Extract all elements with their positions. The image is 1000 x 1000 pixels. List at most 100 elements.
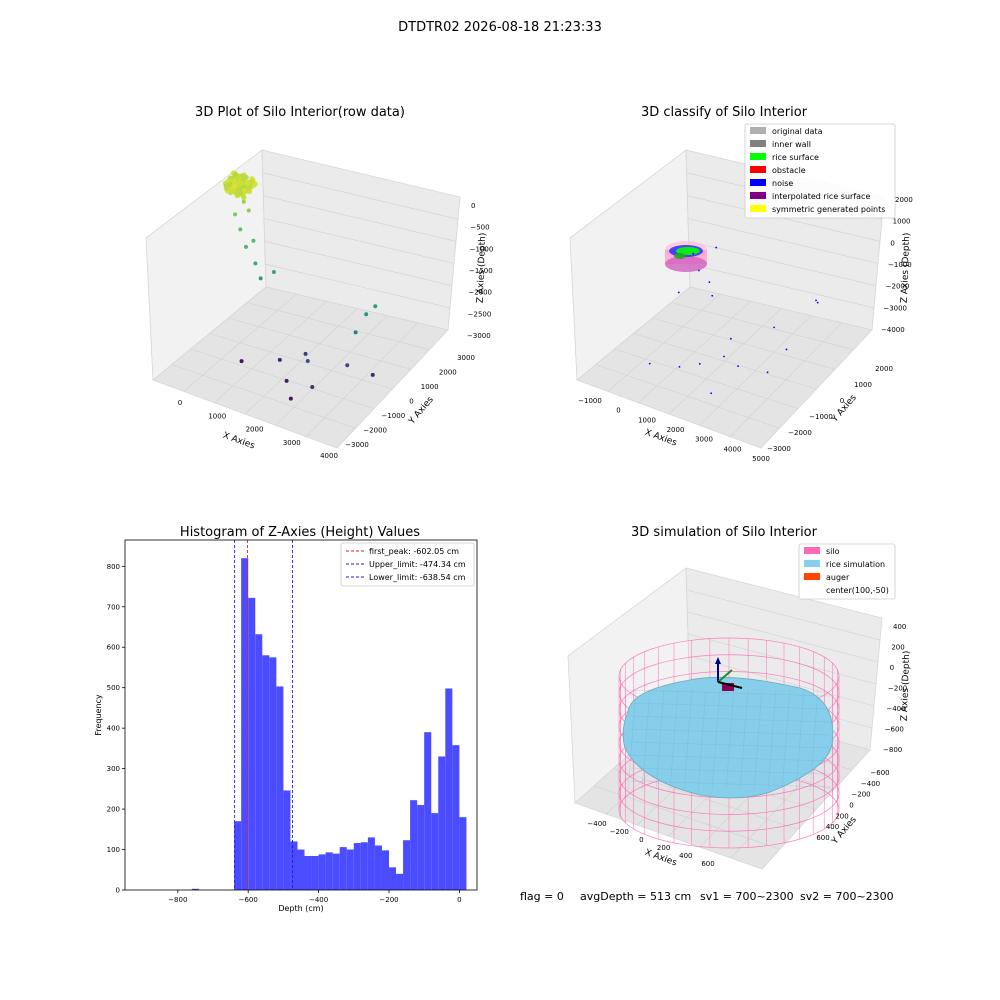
simulation-3d-y-tick-label: −200 [851, 791, 870, 799]
histogram-y-tick-label: 200 [107, 806, 120, 814]
classify-legend-swatch [750, 140, 766, 147]
histogram-bar [438, 756, 446, 890]
rice-mesh-line [725, 689, 735, 791]
classify-3d-x-tick-label: 2000 [667, 426, 685, 434]
raw-3d-point [373, 304, 378, 309]
rice-surface-mesh [627, 689, 831, 791]
simulation-3d-x-tick-label: 400 [679, 852, 692, 860]
raw-3d-point [253, 261, 258, 266]
histogram-legend-label: Lower_limit: -638.54 cm [369, 573, 466, 582]
status-avg-depth: avgDepth = 513 cm [580, 890, 691, 903]
classify-3d-panel: 3D classify of Silo Interior −1000010002… [569, 105, 913, 463]
classify-noise-point [729, 337, 732, 340]
classify-legend-swatch [750, 179, 766, 186]
histogram-legend-label: first_peak: -602.05 cm [369, 547, 459, 556]
simulation-3d-y-tick-label: 200 [835, 812, 848, 820]
classify-3d-noise-points [648, 246, 819, 395]
classify-legend-label: rice surface [772, 153, 819, 162]
center-axis-z-arrow [715, 657, 721, 664]
raw-3d-point [277, 357, 282, 362]
raw-3d-y-tick-label: 3000 [457, 354, 475, 362]
raw-3d-point [251, 238, 256, 243]
histogram-xlabel: Depth (cm) [278, 904, 323, 913]
raw-3d-z-tick-label: −2000 [468, 289, 492, 297]
simulation-3d-x-tick-label: −200 [610, 828, 629, 836]
raw-3d-point [345, 363, 350, 368]
raw-3d-point [370, 372, 375, 377]
raw-3d-cluster-point [233, 171, 239, 178]
raw-3d-point [364, 312, 369, 317]
classify-3d-y-tick-label: 0 [840, 397, 844, 405]
histogram-bar [396, 873, 404, 890]
classify-3d-wall-grid-z [687, 218, 879, 264]
raw-3d-y-tick-label: 2000 [439, 369, 457, 377]
raw-3d-point [238, 227, 243, 232]
histogram-x-tick-label: −400 [309, 896, 328, 904]
classify-noise-point [698, 362, 701, 365]
raw-3d-wall-grid-z [262, 172, 459, 220]
histogram-bar [234, 821, 242, 890]
simulation-3d-z-tick-label: −200 [888, 685, 907, 693]
classify-3d-x-tick-label: 3000 [695, 436, 713, 444]
raw-3d-ticks: 01000200030004000−3000−2000−100001000200… [178, 202, 494, 460]
classify-legend-swatch [750, 205, 766, 212]
raw-3d-y-tick-label: −3000 [345, 441, 369, 449]
auger-body [722, 683, 734, 691]
classify-noise-point [698, 269, 700, 272]
classify-3d-y-tick-label: 1000 [854, 381, 872, 389]
histogram-legend-label: Upper_limit: -474.34 cm [369, 560, 466, 569]
raw-3d-grid [171, 172, 459, 437]
raw-3d-point [246, 208, 251, 213]
simulation-3d-wall-grid-z [687, 611, 879, 663]
histogram-bar [283, 790, 291, 890]
histogram-bar [304, 856, 312, 890]
classify-cluster-bottom [665, 256, 707, 272]
histogram-x-tick-label: 0 [457, 896, 461, 904]
raw-3d-cluster-point [232, 177, 238, 184]
raw-3d-point [243, 244, 248, 249]
simulation-legend-label: center(100,-50) [826, 586, 889, 595]
histogram-y-tick-label: 600 [107, 644, 120, 652]
histogram-bars [191, 558, 467, 890]
rice-mesh-line [629, 780, 831, 788]
raw-3d-scatter-panel: 3D Plot of Silo Interior(row data) 0 1000… [145, 105, 494, 460]
raw-3d-wall-grid-z [263, 195, 457, 242]
histogram-y-tick-label: 300 [107, 765, 120, 773]
raw-3d-point [233, 212, 238, 217]
simulation-3d-z-tick-label: −600 [885, 726, 904, 734]
classify-silo-cluster [665, 241, 707, 272]
histogram-y-tick-label: 800 [107, 563, 120, 571]
classify-3d-x-tick-label: 1000 [638, 416, 656, 424]
histogram-bar [374, 845, 382, 890]
classify-noise-point [816, 301, 819, 304]
raw-3d-zlabel: Z Axies (Depth) [476, 233, 488, 304]
simulation-3d-z-tick-label: 0 [890, 664, 894, 672]
histogram-bar [367, 837, 375, 890]
histogram-bar [262, 655, 270, 890]
histogram-bar [276, 686, 284, 890]
histogram-bar [297, 849, 305, 890]
rice-mesh-line [711, 689, 721, 791]
classify-3d-wall-grid-z [689, 263, 875, 309]
raw-3d-wall-grid-z [263, 218, 455, 264]
histogram-y-tick-label: 100 [107, 846, 120, 854]
histogram-bar [410, 800, 418, 890]
rice-mesh-line [781, 689, 791, 791]
classify-inner-blob [674, 253, 686, 259]
simulation-legend-label: silo [826, 547, 840, 556]
raw-3d-point [258, 276, 263, 281]
raw-3d-title: 3D Plot of Silo Interior(row data) [195, 105, 405, 120]
classify-3d-y-tick-label: −1000 [809, 413, 833, 421]
histogram-bar [318, 854, 326, 890]
classify-noise-point [711, 294, 714, 297]
raw-3d-point [303, 351, 308, 356]
simulation-3d-z-tick-label: 200 [891, 644, 904, 652]
histogram-legend: first_peak: -602.05 cm Upper_limit: -474.… [340, 542, 475, 587]
rice-mesh-line [683, 689, 693, 791]
histogram-bar [381, 850, 389, 890]
classify-legend-label: symmetric generated points [772, 205, 885, 214]
histogram-bar [389, 867, 397, 890]
histogram-ticks: −800 −600 −400 −200 0 0 100 200 300 400 500 600 700 8… [107, 563, 462, 904]
raw-3d-cluster-point [236, 175, 242, 181]
histogram-x-tick-label: −800 [168, 896, 187, 904]
